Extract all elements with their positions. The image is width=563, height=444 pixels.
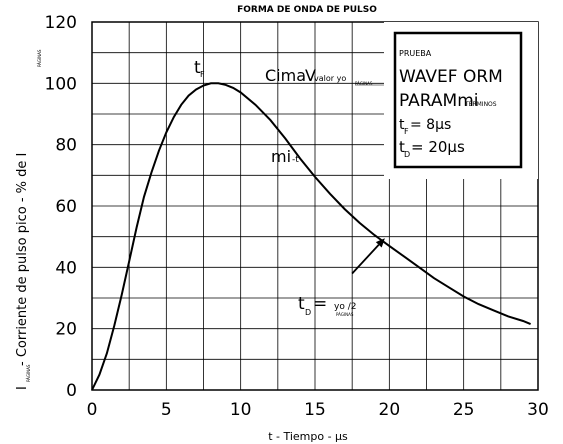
annotation-td-val: yo /2: [334, 302, 356, 312]
x-tick-label: 30: [527, 400, 549, 420]
y-tick-label: 0: [66, 381, 77, 401]
y-tick-labels: 0 20 40 60 80 100 120: [45, 13, 77, 401]
annotation-peak-main: Cima: [265, 66, 306, 85]
legend-line-4-sub: F: [404, 127, 409, 136]
legend-line-5-sub: D: [404, 150, 410, 159]
x-tick-label: 25: [453, 400, 475, 420]
x-tick-labels: 0 5 10 15 20 25 30: [87, 400, 549, 420]
annotation-peak-sub1: valor yo: [314, 74, 346, 83]
annotation-mi-sub: -t: [292, 155, 299, 165]
legend-box: PRUEBA WAVEF ORM PARAMmi TÉRMINOS t F = …: [384, 22, 538, 179]
x-tick-label: 15: [304, 400, 326, 420]
annotation-mi-main: mi: [271, 147, 291, 166]
annotation-peak-sub2: PÁGINAS: [355, 81, 373, 86]
chart-title: FORMA DE ONDA DE PULSO: [237, 5, 377, 15]
y-tick-label: 60: [55, 197, 77, 217]
annotation-decay: mi -t: [271, 147, 299, 166]
y-tick-label: 40: [55, 258, 77, 278]
legend-line-2: WAVEF ORM: [399, 67, 503, 87]
legend-line-1: PRUEBA: [399, 49, 432, 58]
legend-line-3-sub: TÉRMINOS: [464, 100, 497, 108]
annotation-arrow: [351, 244, 380, 275]
x-tick-label: 20: [379, 400, 401, 420]
annotation-td-val-sub: PÁGINAS: [336, 312, 354, 317]
x-tick-label: 10: [230, 400, 252, 420]
y-axis-label-main: I: [15, 386, 30, 390]
legend-box-frame: [393, 31, 523, 169]
x-tick-label: 5: [161, 400, 172, 420]
annotation-arrowhead: [375, 238, 385, 248]
legend-line-5-val: = 20µs: [411, 138, 465, 156]
y-axis-label: I PÁGINAS - Corriente de pulso pico - % …: [15, 153, 31, 390]
y-tick-label: 120: [45, 13, 77, 33]
annotation-peak: Cima V valor yo PÁGINAS: [265, 66, 385, 86]
annotation-td-eq: =: [313, 294, 327, 314]
annotation-td: t D = yo /2 PÁGINAS: [298, 294, 356, 317]
x-tick-label: 0: [87, 400, 98, 420]
legend-line-4-main: t: [399, 117, 405, 133]
y-tick-label: 100: [45, 74, 77, 94]
pulse-curve: [91, 82, 531, 391]
annotation-tf: t F: [194, 58, 205, 79]
annotation-tf-sub: F: [200, 70, 205, 79]
annotation-tf-main: t: [194, 58, 201, 78]
legend-line-4-val: = 8µs: [410, 117, 451, 133]
legend-line-3-main: PARAMmi: [399, 91, 479, 111]
y-axis-label-rest: - Corriente de pulso pico - % de I: [15, 153, 30, 366]
y-tick-label: 20: [55, 320, 77, 340]
plot-frame: [91, 21, 539, 391]
annotation-td-sub: D: [305, 308, 311, 317]
annotation-peak-v: V: [305, 66, 316, 85]
y-tick-label: 80: [55, 136, 77, 156]
legend-line-5-main: t: [399, 138, 405, 156]
y-axis-label-sub: PÁGINAS: [26, 364, 31, 382]
y-axis-label-rest-sub: PÁGINAS: [37, 49, 42, 67]
x-axis-label: t - Tiempo - µs: [268, 430, 348, 443]
annotation-td-main: t: [298, 294, 305, 314]
